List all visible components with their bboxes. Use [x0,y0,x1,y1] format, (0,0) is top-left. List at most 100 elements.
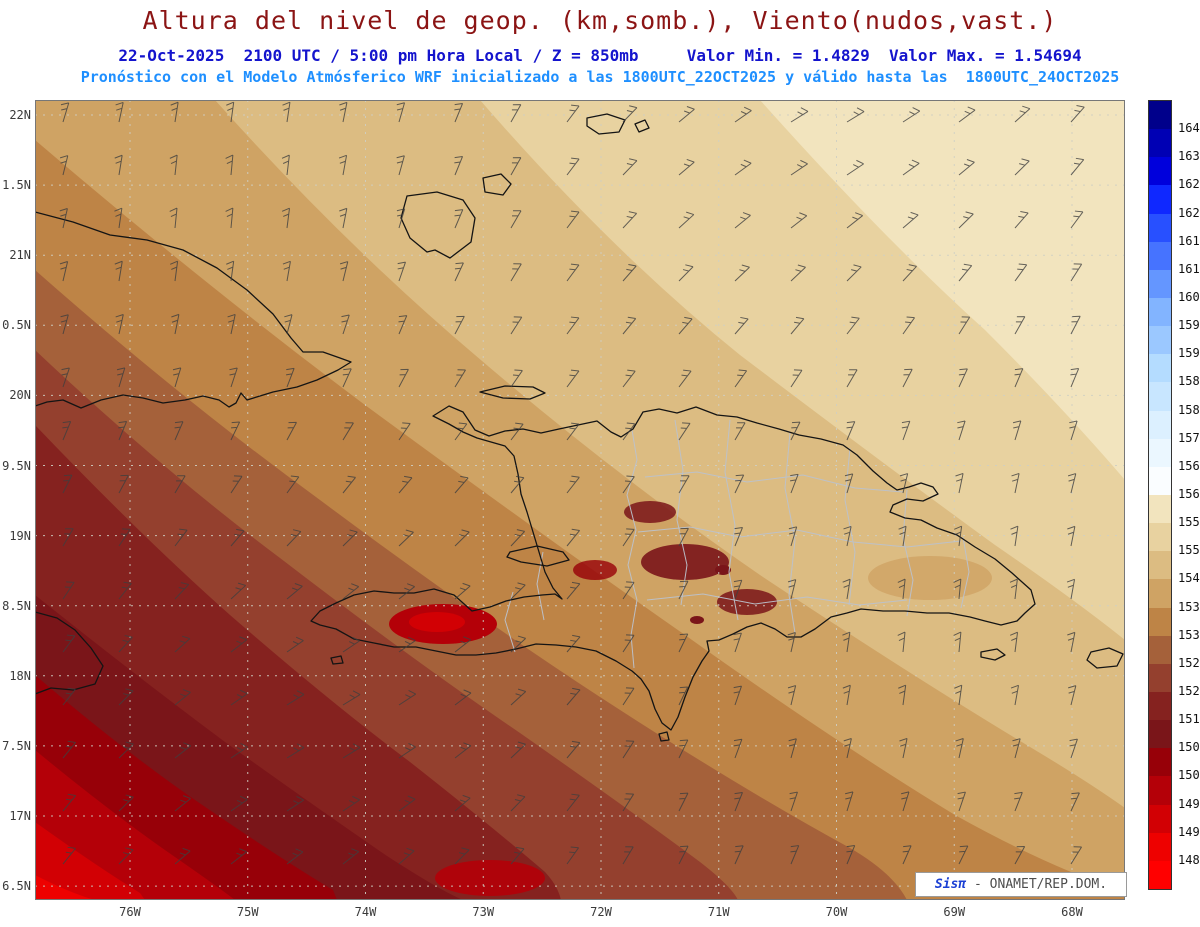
province-line [644,471,904,493]
colorbar-segment [1149,832,1171,861]
wind-barb [225,154,234,176]
wind-barb [230,582,247,600]
wind-barb [510,582,526,600]
watermark-text: - ONAMET/REP.DOM. [966,877,1108,892]
wind-barb [678,792,689,812]
wind-barb [62,687,76,706]
wind-barb [286,475,300,494]
wind-barb [230,742,248,759]
colorbar-segment [1149,326,1171,355]
wind-barb [62,581,75,600]
wind-barb [286,367,295,388]
wind-barb [174,475,186,494]
wind-barb [286,583,303,600]
province-line [844,447,856,606]
wind-barb [843,738,852,759]
valid-time-line: 22-Oct-2025 2100 UTC / 5:00 pm Hora Loca… [118,46,1082,65]
wind-barb [678,527,689,547]
wind-barb [1070,315,1081,335]
colorbar-segment [1149,607,1171,636]
wind-barb [846,264,862,282]
wind-barb [842,631,851,653]
wind-barb [1014,263,1028,282]
colorbar-label: 1629 [1178,177,1200,192]
wind-barb [1014,846,1026,865]
model-info-line: Pronóstico con el Modelo Atmósferico WRF… [80,68,1120,86]
colorbar-segment [1149,720,1171,749]
colorbar-label: 1533 [1178,627,1200,642]
lat-label: 7.5N [2,738,31,753]
wind-barb [734,791,743,812]
wind-barb [454,794,471,812]
wind-barb [902,107,921,123]
wind-barb [398,368,409,388]
wind-barb [115,101,124,123]
wind-barb [454,155,464,176]
wind-barb [790,159,808,176]
wind-barb [901,420,911,441]
wind-barb [169,154,178,176]
wind-barb [622,475,635,494]
wind-barb [171,313,180,335]
wind-barb [1069,420,1078,441]
wind-barb [230,528,245,547]
wind-barb [114,154,123,176]
wind-barb [678,739,689,759]
wind-barb [789,791,798,812]
colorbar-segment [1149,438,1171,467]
wind-barb [342,368,352,388]
wind-barb [958,845,969,865]
colorbar-label: 1569 [1178,458,1200,473]
wind-barb [454,529,470,547]
wind-barb [1070,368,1080,388]
lon-label: 74W [354,905,377,919]
watermark: Sisπ - ONAMET/REP.DOM. [915,872,1127,897]
colorbar-label: 1575 [1178,430,1200,445]
wind-barb [678,106,695,123]
wind-barb [342,848,360,865]
wind-barb [846,107,865,123]
lon-label: 71W [707,905,730,919]
wind-barb [454,422,468,441]
wind-barb [281,154,290,176]
wind-barb [678,158,695,176]
wind-barb [845,791,854,812]
wind-barb [1070,792,1080,812]
wind-barb [174,689,191,706]
wind-barb [230,689,248,706]
wind-barb [622,687,635,706]
blob-dark-3 [624,501,676,523]
wind-barb [566,846,580,865]
colorbar-segment [1149,213,1171,242]
wind-barb [734,422,746,441]
band-11 [35,822,145,900]
wind-barb [226,101,235,123]
wind-barb [118,741,134,759]
colorbar-label: 1509 [1178,740,1200,755]
wind-barb [790,845,800,865]
wind-barb [1014,316,1026,335]
lon-label: 72W [590,905,612,919]
blob-dot-1 [715,565,731,575]
wind-barb [566,210,580,229]
wind-barb [954,684,963,706]
wind-barb [115,313,124,335]
wind-barb [1014,791,1023,812]
colorbar-segment [1149,860,1171,889]
wind-barb [787,632,796,653]
wind-barb [622,793,635,812]
wind-barb [454,582,471,600]
province-line [674,419,688,606]
wind-barb [118,847,134,865]
wind-barb [397,261,406,282]
colorbar-segment [1149,241,1171,270]
wind-barb [622,846,634,865]
wind-barb [955,737,964,759]
wind-barb [454,847,470,865]
lat-label: 21N [9,248,31,263]
wind-barb [958,316,971,335]
wind-barb [510,846,525,865]
